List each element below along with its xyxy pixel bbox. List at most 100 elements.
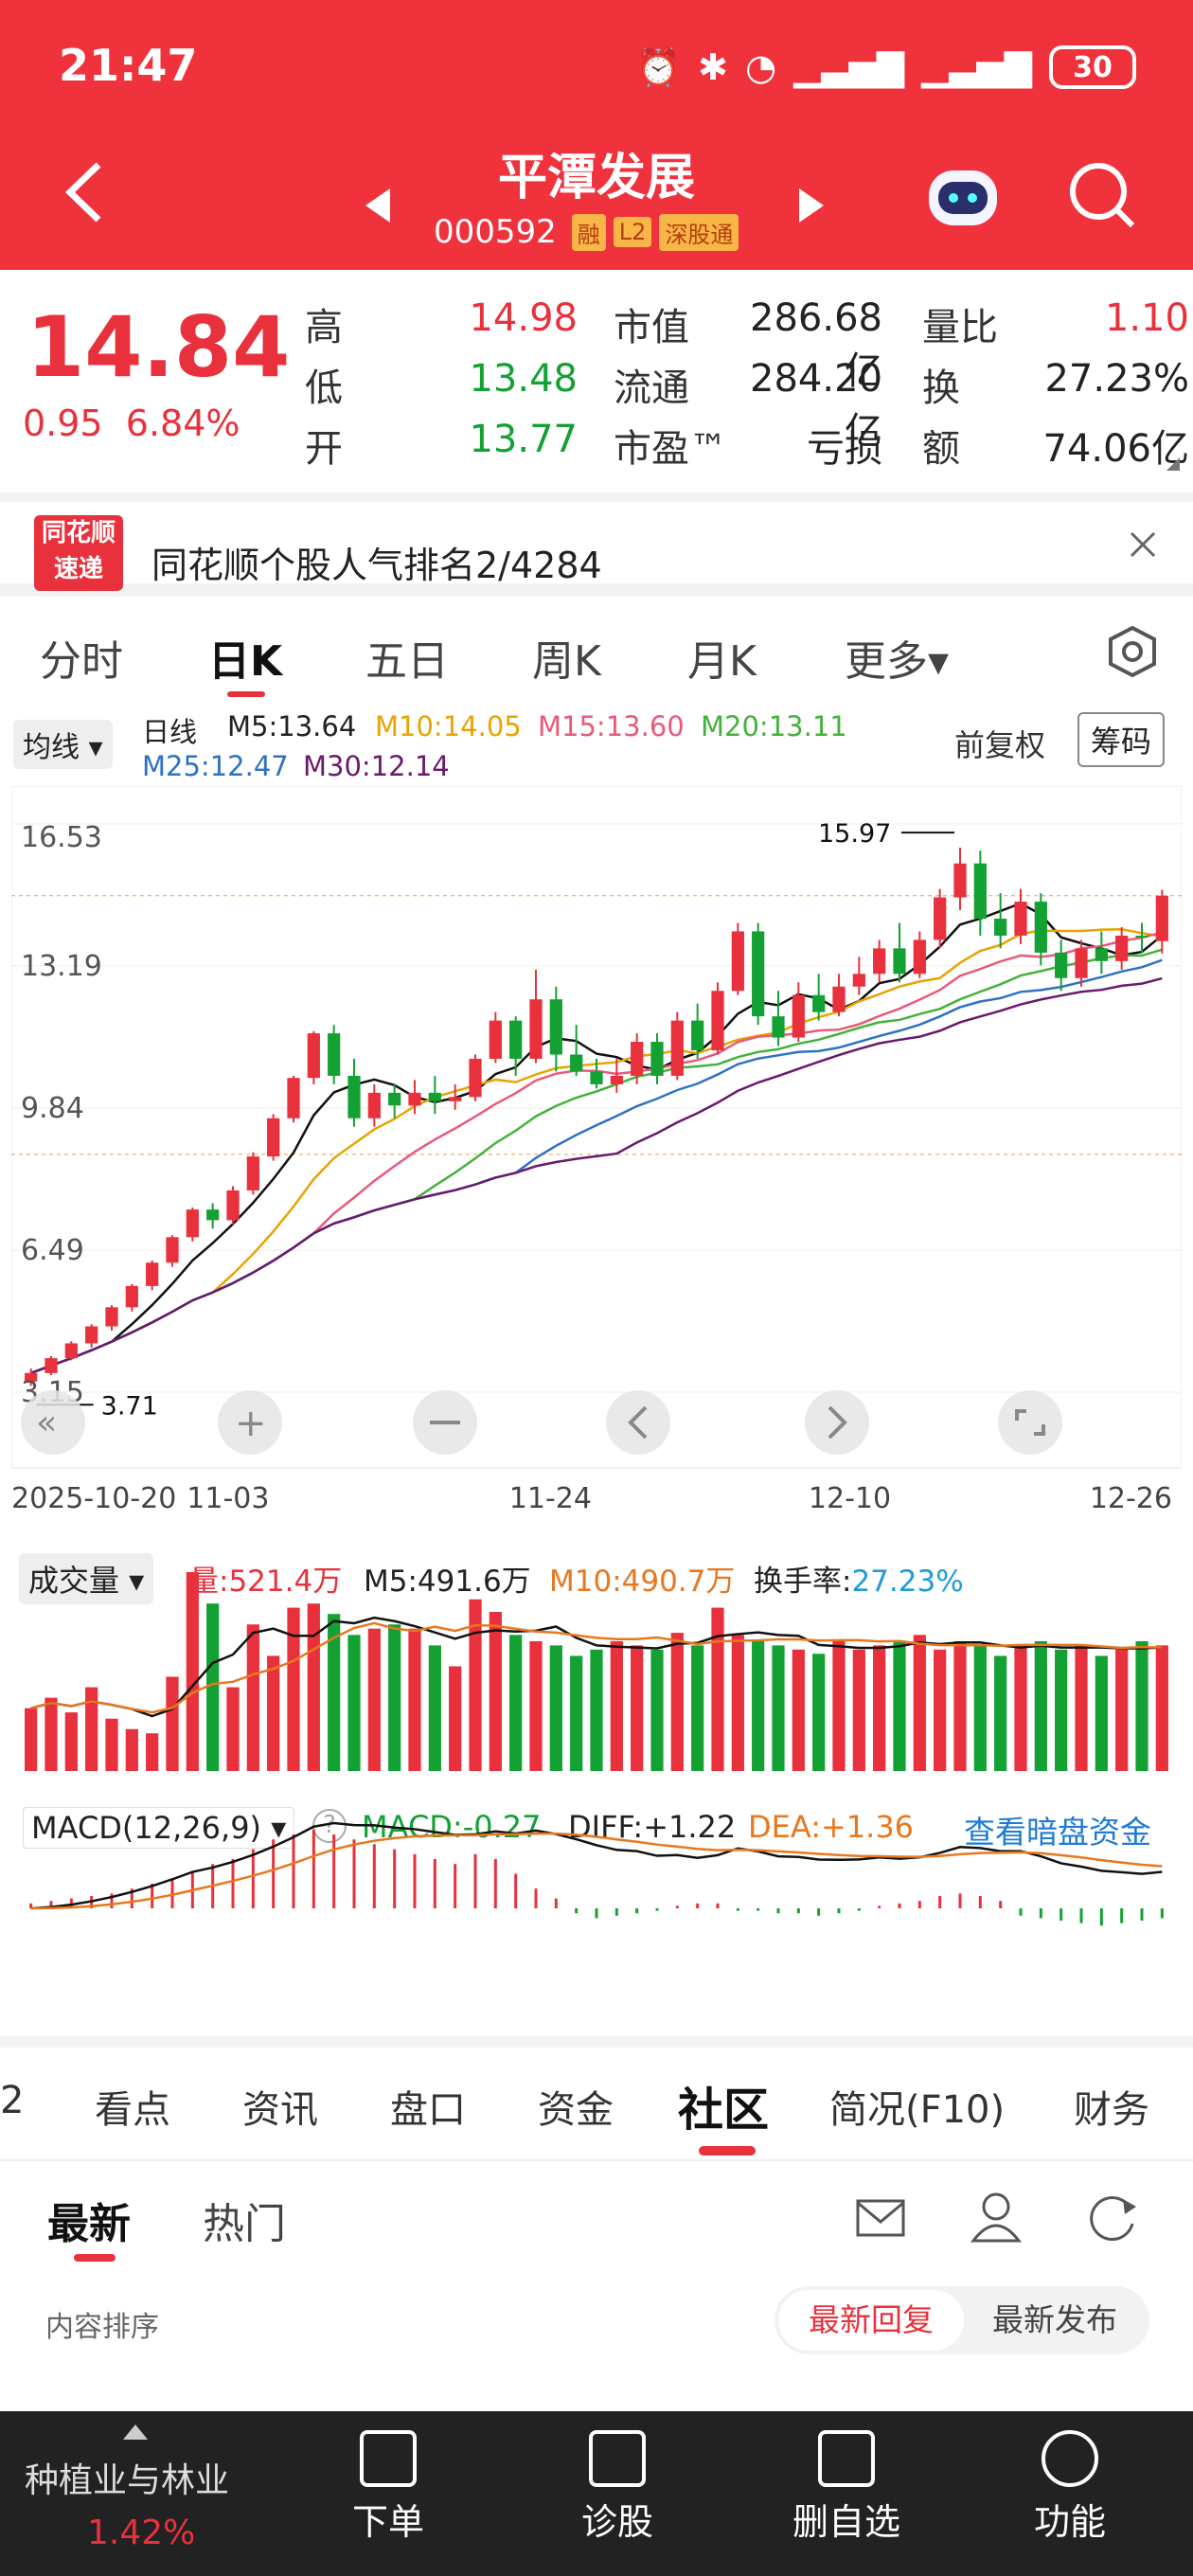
volume-bar bbox=[812, 1654, 826, 1771]
moving-average-lines bbox=[30, 902, 1164, 1374]
tab-news[interactable]: 资讯 bbox=[242, 2088, 318, 2132]
tab-partial[interactable]: 2 bbox=[0, 2079, 25, 2122]
tab-monthly-k[interactable]: 月K bbox=[687, 637, 757, 686]
scroll-right-button[interactable] bbox=[805, 1390, 869, 1455]
diagnose-button[interactable]: 诊股 bbox=[542, 2430, 693, 2545]
volume-bar bbox=[529, 1640, 543, 1771]
volume-bar bbox=[973, 1645, 987, 1771]
sector-name[interactable]: 种植业与林业 bbox=[25, 2461, 230, 2500]
user-icon bbox=[970, 2192, 1023, 2243]
active-tab-indicator bbox=[227, 691, 265, 697]
chip-button[interactable]: 筹码 bbox=[1077, 712, 1166, 767]
kline-chart[interactable]: 16.5313.199.846.493.152025-10-2011-0311-… bbox=[11, 786, 1182, 1525]
community-tab-indicator bbox=[699, 2146, 756, 2156]
tab-intraday[interactable]: 分时 bbox=[40, 637, 123, 686]
tab-financials[interactable]: 财务 bbox=[1074, 2088, 1149, 2132]
tab-highlights[interactable]: 看点 bbox=[95, 2088, 170, 2132]
dark-pool-link[interactable]: 查看暗盘资金 bbox=[964, 1814, 1151, 1851]
ma10-value: M10:14.05 bbox=[375, 710, 522, 742]
scroll-left-button[interactable] bbox=[606, 1390, 670, 1455]
macd-chart[interactable] bbox=[11, 1799, 1182, 1989]
candle-body bbox=[307, 1033, 320, 1079]
y-tick-label: 13.19 bbox=[21, 950, 102, 983]
signal-icon-2: ▁▃▅▇ bbox=[921, 46, 1032, 88]
x-tick-label: 12-10 bbox=[809, 1482, 891, 1515]
candle-body bbox=[529, 999, 543, 1059]
search-button[interactable] bbox=[1066, 159, 1138, 235]
x-tick-label: 2025-10-20 bbox=[11, 1482, 176, 1515]
label-turnover: 换 bbox=[922, 367, 960, 410]
kline-axis-labels: 16.5313.199.846.493.152025-10-2011-0311-… bbox=[11, 821, 1172, 1515]
tabs-divider bbox=[0, 2159, 1193, 2161]
volume-bar bbox=[772, 1645, 785, 1771]
volume-selector[interactable]: 成交量 ▾ bbox=[19, 1553, 154, 1604]
candle-body bbox=[25, 1372, 38, 1382]
scroll-fast-left-button[interactable] bbox=[21, 1390, 85, 1455]
candle-body bbox=[449, 1097, 462, 1101]
volume-bar bbox=[650, 1649, 664, 1771]
volume-bar bbox=[186, 1572, 199, 1771]
remove-watchlist-button[interactable]: 删自选 bbox=[771, 2430, 922, 2545]
candle-body bbox=[428, 1092, 441, 1101]
expand-corner-icon[interactable] bbox=[1166, 457, 1180, 471]
value-volume-ratio: 1.10 bbox=[1104, 296, 1189, 340]
tab-weekly-k[interactable]: 周K bbox=[532, 637, 601, 686]
change-value: 0.95 bbox=[23, 402, 103, 444]
macd-selector[interactable]: MACD(12,26,9) ▾ bbox=[23, 1807, 295, 1849]
volume-bar bbox=[1135, 1640, 1148, 1771]
adjust-mode[interactable]: 前复权 bbox=[954, 727, 1046, 763]
popularity-banner[interactable]: 同花顺速递 同花顺个股人气排名2/4284 bbox=[0, 492, 1193, 597]
zoom-in-button[interactable] bbox=[218, 1390, 282, 1455]
volume-bar bbox=[226, 1687, 240, 1771]
tab-daily-k[interactable]: 日K bbox=[208, 637, 283, 686]
close-banner-button[interactable] bbox=[1129, 530, 1157, 563]
candle-body bbox=[1135, 935, 1148, 938]
messages-button[interactable] bbox=[854, 2191, 907, 2248]
tab-funds[interactable]: 资金 bbox=[538, 2088, 614, 2132]
tab-five-day[interactable]: 五日 bbox=[365, 637, 449, 686]
candle-body bbox=[267, 1118, 280, 1157]
sort-label: 内容排序 bbox=[45, 2311, 159, 2344]
caret-up-icon[interactable] bbox=[121, 2423, 150, 2442]
tag-margin: 融 bbox=[571, 213, 606, 251]
community-tab-hot[interactable]: 热门 bbox=[203, 2200, 286, 2248]
ma-selector[interactable]: 均线 ▾ bbox=[13, 720, 113, 769]
tab-community[interactable]: 社区 bbox=[678, 2084, 770, 2137]
candle-body bbox=[125, 1285, 138, 1308]
prev-stock-button[interactable] bbox=[364, 176, 392, 238]
refresh-button[interactable] bbox=[1085, 2190, 1140, 2248]
volume-bar bbox=[873, 1645, 886, 1771]
tag-connect: 深股通 bbox=[659, 213, 739, 251]
robot-assistant-button[interactable] bbox=[923, 159, 1003, 235]
order-button[interactable]: 下单 bbox=[312, 2430, 464, 2545]
stock-header: 21:47 ⏰ ✱ ◔ ▁▃▅▇ ▁▃▅▇ 30 平潭发展 000592 融 L… bbox=[0, 0, 1193, 270]
community-tab-latest[interactable]: 最新 bbox=[47, 2200, 131, 2248]
candle-body bbox=[226, 1190, 240, 1221]
volume-bar bbox=[509, 1635, 523, 1771]
ma5-line bbox=[30, 902, 1164, 1374]
profile-button[interactable] bbox=[970, 2190, 1023, 2248]
back-button[interactable] bbox=[62, 159, 106, 239]
search-icon bbox=[1070, 163, 1135, 228]
robot-icon bbox=[929, 170, 997, 225]
volume-ma-lines bbox=[30, 1616, 1163, 1718]
chart-settings-button[interactable] bbox=[1106, 625, 1159, 682]
sort-latest-reply[interactable]: 最新回复 bbox=[778, 2290, 964, 2351]
next-stock-button[interactable] bbox=[797, 176, 826, 238]
volume-chart[interactable] bbox=[11, 1534, 1182, 1790]
tab-orderbook[interactable]: 盘口 bbox=[390, 2088, 466, 2132]
tab-more[interactable]: 更多▾ bbox=[845, 637, 950, 686]
candle-body bbox=[650, 1042, 664, 1076]
functions-button[interactable]: 功能 bbox=[994, 2430, 1146, 2545]
value-amount: 74.06亿 bbox=[1042, 427, 1189, 471]
tab-profile-f10[interactable]: 简况(F10) bbox=[829, 2088, 1006, 2132]
volume-bar bbox=[1055, 1649, 1068, 1771]
signal-icon: ▁▃▅▇ bbox=[793, 46, 905, 88]
candle-body bbox=[832, 986, 846, 1012]
chevron-left-icon bbox=[64, 162, 101, 223]
turnover-rate-label: 换手率: bbox=[754, 1565, 852, 1599]
sort-latest-post[interactable]: 最新发布 bbox=[992, 2301, 1117, 2338]
fullscreen-button[interactable] bbox=[998, 1390, 1062, 1455]
value-open: 13.77 bbox=[469, 418, 578, 461]
volume-bar bbox=[347, 1635, 361, 1771]
